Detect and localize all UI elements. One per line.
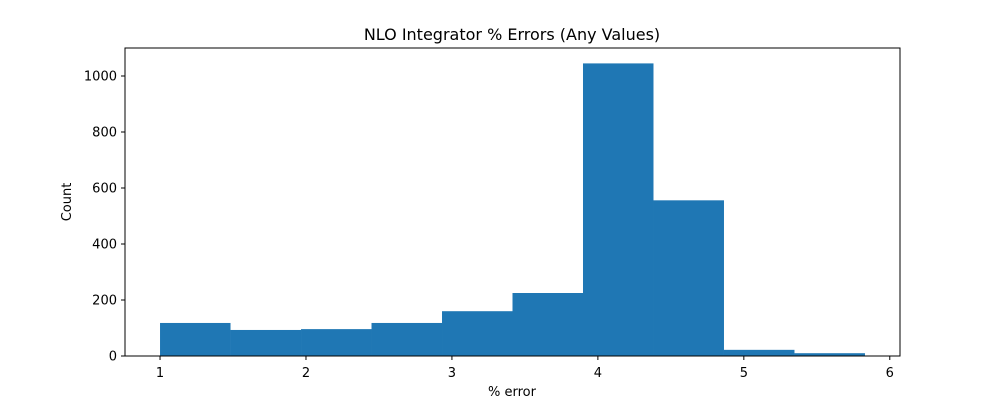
x-tick-label: 5	[740, 366, 748, 381]
y-tick-label: 600	[92, 182, 117, 197]
chart-title: NLO Integrator % Errors (Any Values)	[364, 25, 660, 44]
histogram-bar	[723, 349, 795, 356]
x-tick-label: 3	[448, 366, 456, 381]
x-tick-label: 2	[302, 366, 310, 381]
y-tick-label: 0	[109, 350, 117, 365]
axes-frame	[124, 47, 901, 357]
histogram-bar	[794, 353, 865, 356]
histogram-bar	[160, 322, 231, 356]
histogram-bar	[371, 322, 443, 356]
y-tick-label: 1000	[84, 70, 117, 85]
y-axis-label: Count	[60, 183, 75, 222]
histogram-bar	[301, 329, 372, 356]
bars-layer	[160, 63, 865, 357]
y-tick-label: 400	[92, 238, 117, 253]
x-tick-label: 1	[156, 366, 164, 381]
histogram-bar	[442, 311, 513, 356]
histogram-bar	[512, 293, 583, 356]
histogram-bar	[582, 63, 654, 357]
x-tick-label: 6	[886, 366, 894, 381]
x-tick-label: 4	[594, 366, 602, 381]
histogram-bar	[230, 329, 302, 356]
histogram-bar	[653, 200, 724, 356]
y-axis-ticks: 0 200 400 600 800 1000	[84, 70, 125, 365]
x-axis-label: % error	[488, 385, 537, 400]
x-axis-ticks: 1 2 3 4 5 6	[156, 356, 894, 381]
y-tick-label: 200	[92, 294, 117, 309]
y-tick-label: 800	[92, 126, 117, 141]
